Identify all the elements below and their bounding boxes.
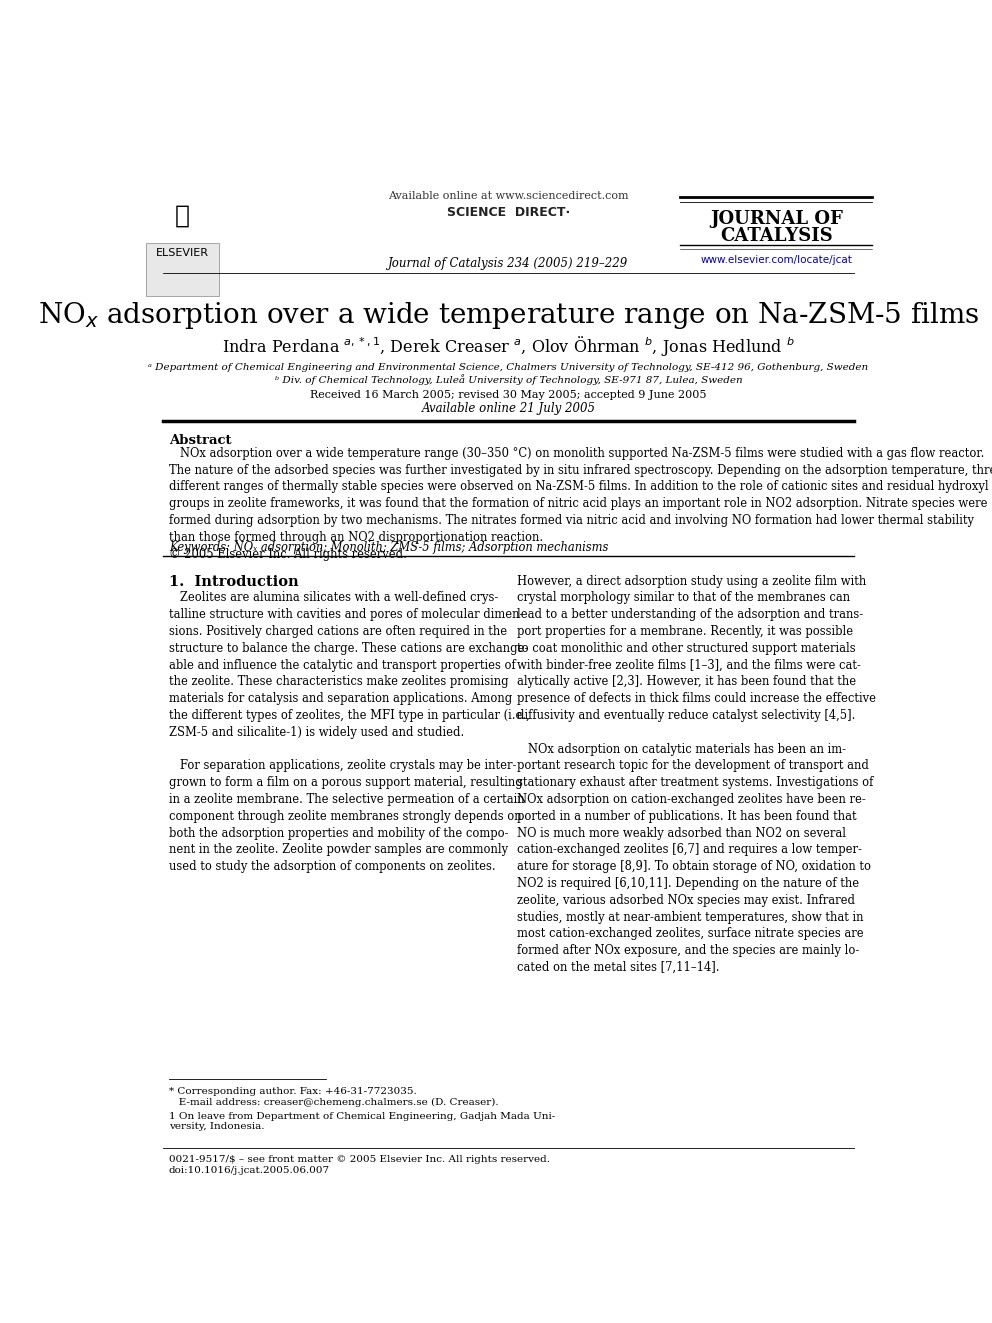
- Text: Keywords: NOₓ adsorption; Monolith; ZMS-5 films; Adsorption mechanisms: Keywords: NOₓ adsorption; Monolith; ZMS-…: [169, 541, 608, 554]
- Text: E-mail address: creaser@chemeng.chalmers.se (D. Creaser).: E-mail address: creaser@chemeng.chalmers…: [169, 1098, 499, 1107]
- Text: Available online 21 July 2005: Available online 21 July 2005: [422, 402, 595, 415]
- Text: ELSEVIER: ELSEVIER: [156, 249, 208, 258]
- Bar: [146, 243, 219, 296]
- Text: NO$_x$ adsorption over a wide temperature range on Na-ZSM-5 films: NO$_x$ adsorption over a wide temperatur…: [38, 300, 979, 331]
- Text: 1 On leave from Department of Chemical Engineering, Gadjah Mada Uni-
versity, In: 1 On leave from Department of Chemical E…: [169, 1113, 556, 1131]
- Text: 0021-9517/$ – see front matter © 2005 Elsevier Inc. All rights reserved.: 0021-9517/$ – see front matter © 2005 El…: [169, 1155, 550, 1164]
- Text: 🌳: 🌳: [175, 204, 189, 228]
- Text: 1.  Introduction: 1. Introduction: [169, 574, 299, 589]
- Text: However, a direct adsorption study using a zeolite film with
crystal morphology : However, a direct adsorption study using…: [517, 574, 876, 974]
- Text: Available online at www.sciencedirect.com: Available online at www.sciencedirect.co…: [388, 191, 629, 201]
- Text: Zeolites are alumina silicates with a well-defined crys-
talline structure with : Zeolites are alumina silicates with a we…: [169, 591, 530, 873]
- Text: Received 16 March 2005; revised 30 May 2005; accepted 9 June 2005: Received 16 March 2005; revised 30 May 2…: [310, 390, 706, 400]
- Text: doi:10.1016/j.jcat.2005.06.007: doi:10.1016/j.jcat.2005.06.007: [169, 1166, 330, 1175]
- Text: ᵃ Department of Chemical Engineering and Environmental Science, Chalmers Univers: ᵃ Department of Chemical Engineering and…: [149, 363, 868, 372]
- Text: CATALYSIS: CATALYSIS: [720, 226, 833, 245]
- Text: Indra Perdana $^{a,*,1}$, Derek Creaser $^{a}$, Olov Öhrman $^{b}$, Jonas Hedlun: Indra Perdana $^{a,*,1}$, Derek Creaser …: [222, 335, 795, 359]
- Text: JOURNAL OF: JOURNAL OF: [710, 209, 843, 228]
- Text: ᵇ Div. of Chemical Technology, Luleå University of Technology, SE-971 87, Lulea,: ᵇ Div. of Chemical Technology, Luleå Uni…: [275, 374, 742, 385]
- Text: * Corresponding author. Fax: +46-31-7723035.: * Corresponding author. Fax: +46-31-7723…: [169, 1086, 417, 1095]
- Text: www.elsevier.com/locate/jcat: www.elsevier.com/locate/jcat: [700, 255, 852, 265]
- Text: NOx adsorption over a wide temperature range (30–350 °C) on monolith supported N: NOx adsorption over a wide temperature r…: [169, 447, 992, 561]
- Text: Abstract: Abstract: [169, 434, 231, 447]
- Text: SCIENCE  DIRECT·: SCIENCE DIRECT·: [446, 206, 570, 220]
- Text: Journal of Catalysis 234 (2005) 219–229: Journal of Catalysis 234 (2005) 219–229: [388, 257, 629, 270]
